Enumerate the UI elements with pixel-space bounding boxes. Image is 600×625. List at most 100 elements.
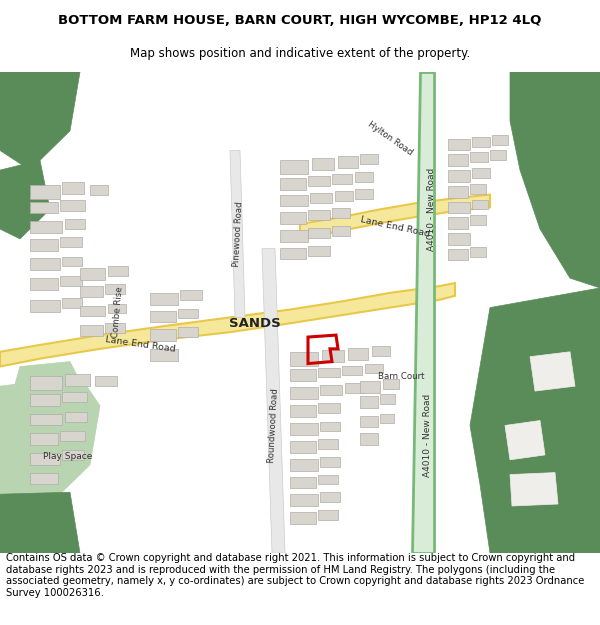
Polygon shape <box>412 72 434 553</box>
Polygon shape <box>383 379 399 389</box>
Polygon shape <box>30 221 62 233</box>
Text: Combe Rise: Combe Rise <box>111 286 125 339</box>
Polygon shape <box>62 450 84 460</box>
Polygon shape <box>470 247 486 256</box>
Polygon shape <box>380 414 394 424</box>
Polygon shape <box>80 286 103 297</box>
Polygon shape <box>150 329 176 341</box>
Text: Map shows position and indicative extent of the property.: Map shows position and indicative extent… <box>130 48 470 61</box>
Polygon shape <box>505 421 545 460</box>
Polygon shape <box>318 439 338 449</box>
Polygon shape <box>470 152 488 162</box>
Polygon shape <box>150 293 178 304</box>
Polygon shape <box>62 256 82 266</box>
Text: BOTTOM FARM HOUSE, BARN COURT, HIGH WYCOMBE, HP12 4LQ: BOTTOM FARM HOUSE, BARN COURT, HIGH WYCO… <box>58 14 542 27</box>
Polygon shape <box>108 304 126 314</box>
Polygon shape <box>60 431 85 441</box>
Polygon shape <box>308 228 330 238</box>
Polygon shape <box>470 184 486 194</box>
Polygon shape <box>280 213 306 224</box>
Polygon shape <box>372 346 390 356</box>
Polygon shape <box>345 383 365 393</box>
Polygon shape <box>150 311 176 322</box>
Polygon shape <box>470 215 486 225</box>
Text: Lane End Road: Lane End Road <box>359 215 431 239</box>
Polygon shape <box>490 151 506 160</box>
Polygon shape <box>80 325 103 336</box>
Polygon shape <box>180 290 202 300</box>
Polygon shape <box>318 403 340 412</box>
Polygon shape <box>95 376 117 386</box>
Polygon shape <box>510 472 558 506</box>
Polygon shape <box>448 217 468 229</box>
Polygon shape <box>365 364 383 373</box>
Polygon shape <box>355 189 373 199</box>
Polygon shape <box>360 381 380 393</box>
Polygon shape <box>332 174 352 184</box>
Polygon shape <box>308 176 330 186</box>
Polygon shape <box>360 433 378 445</box>
Polygon shape <box>90 185 108 194</box>
Polygon shape <box>105 284 125 294</box>
Text: Roundwood Road: Roundwood Road <box>266 388 280 463</box>
Polygon shape <box>308 246 330 256</box>
Polygon shape <box>80 306 105 316</box>
Polygon shape <box>308 211 330 220</box>
Polygon shape <box>472 137 490 146</box>
Polygon shape <box>360 396 378 408</box>
Polygon shape <box>472 199 488 209</box>
Polygon shape <box>15 362 80 401</box>
Polygon shape <box>0 376 100 494</box>
Text: Play Space: Play Space <box>43 452 92 461</box>
Polygon shape <box>280 194 308 206</box>
Polygon shape <box>448 249 468 261</box>
Polygon shape <box>448 139 470 151</box>
Polygon shape <box>338 156 358 168</box>
Polygon shape <box>150 349 178 361</box>
Polygon shape <box>280 160 308 174</box>
Polygon shape <box>60 199 85 211</box>
Polygon shape <box>320 421 340 431</box>
Polygon shape <box>470 288 600 553</box>
Polygon shape <box>348 348 368 359</box>
Polygon shape <box>30 300 60 311</box>
Text: Pinewood Road: Pinewood Road <box>232 201 244 267</box>
Polygon shape <box>290 476 316 488</box>
Polygon shape <box>448 186 468 198</box>
Polygon shape <box>30 239 58 251</box>
Polygon shape <box>290 441 316 453</box>
Polygon shape <box>178 328 198 337</box>
Polygon shape <box>448 201 470 213</box>
Text: SANDS: SANDS <box>229 317 281 330</box>
Polygon shape <box>62 182 84 194</box>
Polygon shape <box>320 457 340 467</box>
Polygon shape <box>60 276 82 286</box>
Polygon shape <box>290 352 318 366</box>
Polygon shape <box>280 230 308 242</box>
Polygon shape <box>262 249 285 553</box>
Polygon shape <box>360 154 378 164</box>
Polygon shape <box>62 298 82 308</box>
Polygon shape <box>448 233 470 245</box>
Polygon shape <box>30 394 60 406</box>
Polygon shape <box>30 185 60 199</box>
Polygon shape <box>290 369 316 381</box>
Polygon shape <box>30 201 58 213</box>
Polygon shape <box>0 160 50 239</box>
Polygon shape <box>360 416 378 428</box>
Polygon shape <box>280 178 306 190</box>
Polygon shape <box>280 248 306 259</box>
Polygon shape <box>65 219 85 229</box>
Text: A4010 - New Road: A4010 - New Road <box>424 394 433 477</box>
Polygon shape <box>105 323 125 333</box>
Polygon shape <box>290 387 318 399</box>
Polygon shape <box>530 352 575 391</box>
Polygon shape <box>332 208 350 218</box>
Text: Hylton Road: Hylton Road <box>366 120 414 158</box>
Polygon shape <box>30 259 60 270</box>
Polygon shape <box>30 433 58 445</box>
Polygon shape <box>30 414 62 426</box>
Polygon shape <box>355 172 373 182</box>
Polygon shape <box>472 168 490 178</box>
Polygon shape <box>335 191 353 201</box>
